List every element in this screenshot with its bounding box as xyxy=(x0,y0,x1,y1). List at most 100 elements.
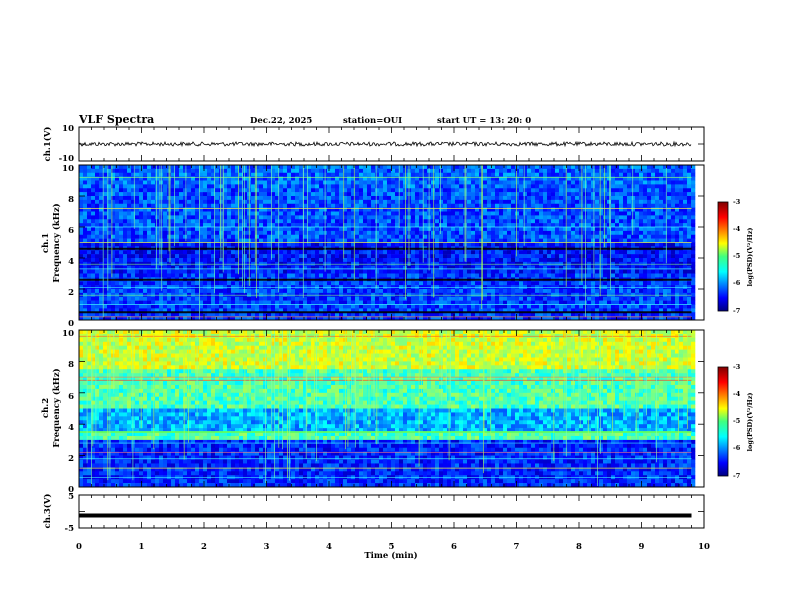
spec-cell xyxy=(83,289,88,294)
spec-cell xyxy=(467,211,472,216)
spec-cell xyxy=(511,312,516,317)
spec-cell xyxy=(171,219,176,224)
spec-cell xyxy=(163,254,168,259)
spec-cell xyxy=(435,207,440,212)
spec-cell xyxy=(363,234,368,239)
spec-cell xyxy=(435,296,440,301)
spec-cell xyxy=(267,176,272,181)
spec-cell xyxy=(231,312,236,317)
spec-cell xyxy=(479,227,484,232)
spec-cell xyxy=(519,223,524,228)
spec-cell xyxy=(467,207,472,212)
spec-cell xyxy=(423,265,428,270)
spec-cell xyxy=(399,258,404,263)
spec-cell xyxy=(435,254,440,259)
spec-cell xyxy=(507,316,512,321)
spec-cell xyxy=(483,192,488,197)
spec-cell xyxy=(371,265,376,270)
spec-cell xyxy=(487,258,492,263)
spec-cell xyxy=(227,176,232,181)
spec-cell xyxy=(215,308,220,313)
spec-cell xyxy=(255,281,260,286)
spec-cell xyxy=(495,316,500,321)
spec-cell xyxy=(339,211,344,216)
spec-cell xyxy=(103,289,108,294)
spec-cell xyxy=(351,211,356,216)
spec-cell xyxy=(83,273,88,278)
spec-cell xyxy=(295,304,300,309)
spec-cell xyxy=(455,308,460,313)
spec-cell xyxy=(279,312,284,317)
spec-cell xyxy=(347,227,352,232)
spec-cell xyxy=(275,199,280,205)
spec-cell xyxy=(99,207,104,212)
spec-cell xyxy=(535,219,540,224)
spec-cell xyxy=(555,254,560,259)
spec-cell xyxy=(243,234,248,239)
spec-cell xyxy=(487,203,492,208)
spec-cell xyxy=(191,316,196,321)
spec-cell xyxy=(151,304,156,309)
spec-cell xyxy=(307,180,312,185)
spec-cell xyxy=(347,203,352,208)
spec-cell xyxy=(143,215,148,220)
spec-cell xyxy=(111,296,116,301)
spec-cell xyxy=(139,172,144,177)
spec-cell xyxy=(299,199,304,205)
spec-cell xyxy=(383,165,388,170)
spec-cell xyxy=(359,312,364,317)
spec-cell xyxy=(415,165,420,170)
spec-cell xyxy=(199,304,204,309)
spec-cell xyxy=(259,203,264,208)
spec-cell xyxy=(399,300,404,305)
spec-cell xyxy=(271,281,276,286)
spec-cell xyxy=(563,188,568,193)
spec-cell xyxy=(431,296,436,301)
spec-cell xyxy=(175,176,180,181)
spec-cell xyxy=(351,304,356,309)
spec-cell xyxy=(279,273,284,278)
spec-cell xyxy=(367,238,372,243)
spec-cell xyxy=(303,180,308,185)
spec-cell xyxy=(267,203,272,208)
spec-cell xyxy=(127,168,132,174)
spec-cell xyxy=(511,265,516,270)
spec-cell xyxy=(155,203,160,208)
spec-cell xyxy=(383,300,388,305)
spec-cell xyxy=(447,296,452,301)
spec-cell xyxy=(331,316,336,321)
spec-cell xyxy=(443,300,448,305)
spec-cell xyxy=(199,165,204,170)
spec-cell xyxy=(411,281,416,286)
spec-cell xyxy=(239,215,244,220)
spec-cell xyxy=(363,265,368,270)
spec-cell xyxy=(107,227,112,232)
spec-cell xyxy=(251,273,256,278)
spec-cell xyxy=(143,254,148,259)
spec-cell xyxy=(235,176,240,181)
spec-cell xyxy=(355,196,360,201)
spec-cell xyxy=(227,203,232,208)
spec-cell xyxy=(547,312,552,317)
spec-cell xyxy=(199,238,204,243)
spec-cell xyxy=(415,168,420,174)
spec-cell xyxy=(511,238,516,243)
spec-cell xyxy=(199,215,204,220)
spec-cell xyxy=(291,304,296,309)
spec-cell xyxy=(87,215,92,220)
spec-cell xyxy=(511,192,516,197)
spec-cell xyxy=(203,304,208,309)
spec-cell xyxy=(439,269,444,274)
spec-cell xyxy=(163,308,168,313)
spec-cell xyxy=(491,308,496,313)
spec-cell xyxy=(555,238,560,243)
spec-cell xyxy=(451,192,456,197)
spec-cell xyxy=(199,258,204,263)
spec-cell xyxy=(291,227,296,232)
spec-cell xyxy=(423,176,428,181)
spec-cell xyxy=(387,296,392,301)
spec-cell xyxy=(383,250,388,255)
spec-cell xyxy=(151,172,156,177)
spec-cell xyxy=(367,296,372,301)
spec-cell xyxy=(399,168,404,174)
